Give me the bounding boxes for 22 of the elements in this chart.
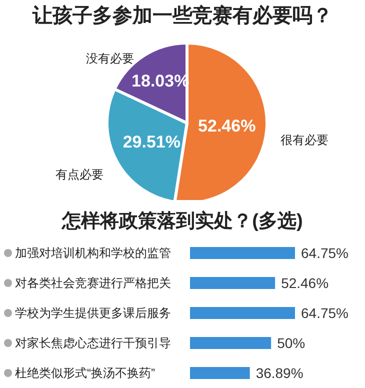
bar [190,367,250,379]
bar [190,337,272,349]
chart-title: 让孩子多参加一些竞赛有必要吗？ [31,4,334,29]
y-tick-label: 对各类社会竞赛进行严格把关 [15,276,171,290]
data-label: 29.51% [122,132,181,152]
bar [190,307,295,319]
y-tick-label: 对家长焦虑心态进行干预引导 [15,336,171,350]
data-label: 36.89% [256,365,304,381]
y-tick-label: 杜绝类似形式“换汤不换药” [15,366,155,380]
data-label: 52.46% [198,116,256,136]
data-label: 64.75% [301,245,348,261]
data-label: 50% [277,335,306,351]
y-tick-label: 加强对培训机构和学校的监管 [15,246,171,260]
chart-title: 怎样将政策落到实处？(多选) [60,210,304,234]
slice-label: 很有必要 [280,132,329,147]
bar [190,277,276,289]
y-tick-label: 学校为学生提供更多课后服务 [15,306,171,320]
slice-label: 没有必要 [86,52,134,66]
data-label: 52.46% [281,275,329,291]
data-label: 64.75% [301,305,348,321]
bar [190,247,295,259]
slice-label: 有点必要 [55,167,104,182]
